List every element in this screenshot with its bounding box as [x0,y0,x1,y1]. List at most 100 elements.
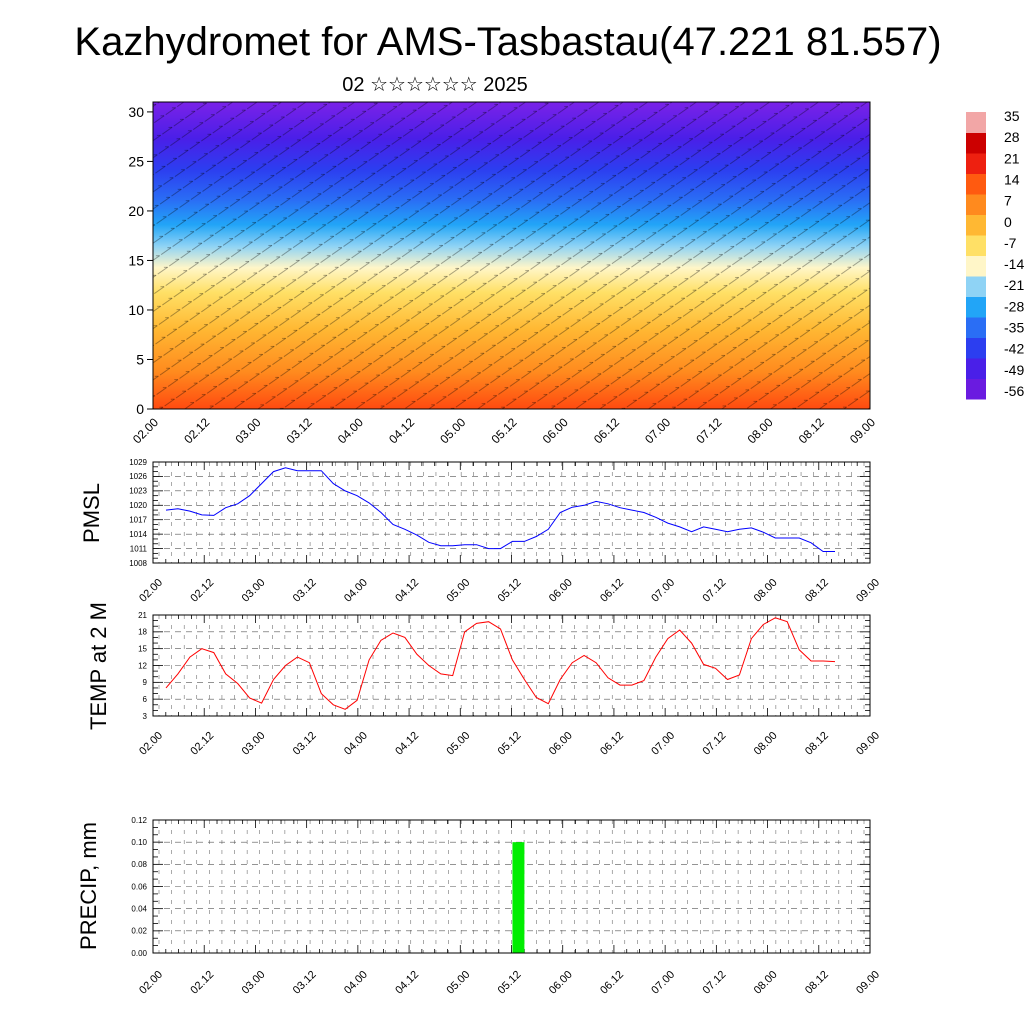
temp-panel: 3 6 9 12 15 18 21 02.00 02.12 03.00 03.12 04.00 04.… [86,602,882,758]
colorbar-segment [966,112,986,133]
pmsl-x-tick-label: 02.00 [137,577,165,605]
temp-x-tick-label: 09.00 [854,730,882,758]
temp-x-tick-label: 05.00 [444,730,472,758]
colorbar-label: 21 [1004,150,1020,166]
temp-y-axis: 3 6 9 12 15 18 21 [138,611,147,721]
colorbar-segment [966,255,986,277]
cross-section-x-tick-label: 08.00 [745,415,776,446]
cross-section-y-tick-label: 5 [136,351,144,367]
pmsl-x-axis: 02.00 02.12 03.00 03.12 04.00 04.12 05.00 05.12… [137,577,882,605]
cross-section-y-tick-label: 15 [128,252,144,268]
pmsl-y-tick-label: 1008 [129,559,147,568]
cross-section-y-tick-label: 30 [128,104,144,120]
precip-x-tick-label: 07.12 [701,969,729,997]
temp-grid [152,614,871,717]
colorbar-label: -7 [1004,235,1017,251]
cross-section-y-axis: 0 5 10 15 20 25 30 [128,104,153,417]
cross-section-x-tick-label: 09.00 [847,415,878,446]
pmsl-y-tick-label: 1011 [130,544,148,553]
pmsl-x-tick-label: 06.00 [547,577,575,605]
temp-x-tick-label: 05.12 [496,730,524,758]
colorbar-label: -14 [1004,256,1024,272]
pmsl-grid [152,461,871,564]
pmsl-y-tick-label: 1017 [129,516,147,525]
colorbar-label: -42 [1004,341,1024,357]
pmsl-y-tick-label: 1014 [129,530,147,539]
colorbar-label: -28 [1004,298,1024,314]
colorbar-segment [966,132,986,154]
temp-frame [152,614,871,717]
cross-section-x-tick-label: 03.12 [284,415,315,446]
colorbar-segment [966,296,986,318]
colorbar-label: 0 [1004,214,1012,230]
precip-y-tick-label: 0.10 [131,838,147,847]
precip-x-tick-label: 05.12 [496,969,524,997]
cross-section-y-tick-label: 0 [136,401,144,417]
precip-x-tick-label: 05.00 [444,969,472,997]
precip-x-tick-label: 04.00 [342,969,370,997]
cross-section-x-tick-label: 05.00 [437,415,468,446]
precip-ylabel: PRECIP, mm [76,822,101,950]
pmsl-y-axis: 1008 1011 1014 1017 1020 1023 1026 1029 [129,458,147,568]
temp-x-tick-label: 03.12 [291,730,319,758]
precip-y-axis: 0.00 0.02 0.04 0.06 0.08 0.10 0.12 [131,816,147,958]
colorbar-label: 28 [1004,129,1020,145]
pmsl-x-tick-label: 05.00 [444,577,472,605]
precip-x-tick-label: 06.00 [547,969,575,997]
temp-series-line [165,617,836,710]
temp-x-tick-label: 07.12 [701,730,729,758]
colorbar-segment [966,358,986,379]
precip-y-tick-label: 0.00 [131,949,147,958]
pmsl-x-tick-label: 06.12 [598,577,626,605]
precip-x-tick-label: 04.12 [393,969,421,997]
colorbar-segment [966,337,986,359]
precip-x-tick-label: 09.00 [854,969,882,997]
precip-x-tick-label: 02.00 [137,969,165,997]
pmsl-x-tick-label: 04.00 [342,577,370,605]
cross-section-x-tick-label: 05.12 [488,415,519,446]
chart-title: Kazhydromet for AMS-Tasbastau(47.221 81.… [74,20,941,64]
precip-y-tick-label: 0.04 [131,904,147,913]
precip-x-tick-label: 06.12 [598,969,626,997]
precip-x-axis: 02.00 02.12 03.00 03.12 04.00 04.12 05.00 05.12… [137,969,882,997]
temp-x-tick-label: 08.12 [803,730,831,758]
colorbar-segment [966,173,986,195]
pmsl-x-tick-label: 09.00 [854,577,882,605]
cross-section-x-tick-label: 06.00 [540,415,571,446]
temp-y-tick-label: 3 [143,712,148,721]
pmsl-y-tick-label: 1029 [129,458,147,467]
precip-y-tick-label: 0.12 [131,816,147,825]
precip-bar [512,842,525,953]
precip-y-tick-label: 0.06 [131,882,147,891]
precip-frame [152,819,871,954]
pmsl-x-tick-label: 02.12 [188,577,216,605]
wind-vectors [153,102,870,409]
temp-y-tick-label: 15 [138,644,147,653]
pmsl-x-tick-label: 03.12 [291,577,319,605]
precip-bars [512,842,525,953]
temp-y-tick-label: 21 [138,611,147,620]
colorbar-segment [966,317,986,338]
colorbar: 35 28 21 14 7 0 -7 -14 -21 -28 -35 -42 -49 -56 [966,108,1024,400]
precip-x-tick-label: 07.00 [649,969,677,997]
pmsl-x-tick-label: 04.12 [393,577,421,605]
colorbar-segment [966,276,986,297]
cross-section-y-tick-label: 20 [128,203,144,219]
cross-section-x-tick-label: 03.00 [232,415,263,446]
colorbar-label: 14 [1004,171,1020,187]
cross-section-y-tick-label: 25 [128,153,144,169]
pmsl-series-line [165,467,835,552]
cross-section-panel: 0 5 10 15 20 25 30 02.00 02.12 03.00 03.12 04.00 04… [128,101,878,446]
temp-x-tick-label: 07.00 [649,730,677,758]
temp-x-tick-label: 06.00 [547,730,575,758]
cross-section-y-tick-label: 10 [128,302,144,318]
cross-section-x-axis: 02.00 02.12 03.00 03.12 04.00 04.12 05.00 05.12… [130,415,878,446]
pmsl-x-tick-label: 08.12 [803,577,831,605]
cross-section-x-tick-label: 08.12 [796,415,827,446]
precip-x-tick-label: 03.00 [240,969,268,997]
pmsl-y-tick-label: 1026 [129,472,147,481]
pmsl-x-tick-label: 07.00 [649,577,677,605]
precip-x-tick-label: 08.00 [752,969,780,997]
pmsl-y-tick-label: 1020 [129,501,147,510]
pmsl-ylabel: PMSL [79,483,104,543]
